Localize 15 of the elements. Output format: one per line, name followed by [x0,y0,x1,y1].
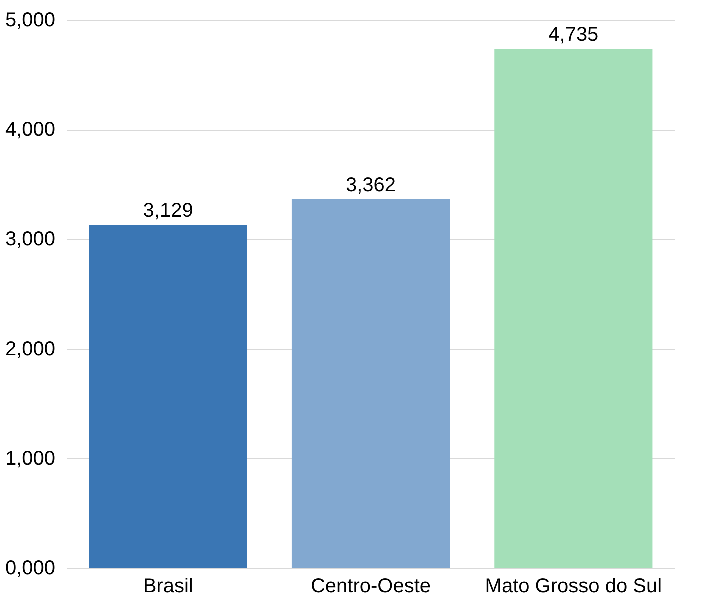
x-tick-label: Mato Grosso do Sul [485,576,662,598]
bar [494,49,653,568]
data-label: 3,129 [143,200,194,222]
data-label: 4,735 [548,24,599,46]
data-label: 3,362 [346,174,396,197]
y-tick-label: 5,000 [5,10,56,32]
y-tick-label: 4,000 [5,119,56,142]
y-tick-label: 2,000 [5,338,56,360]
x-tick-label: Centro-Oeste [310,576,432,598]
bar [292,200,450,568]
y-tick-label: 3,000 [5,228,56,251]
y-tick-label: 0,000 [5,558,56,580]
y-tick-label: 1,000 [5,448,56,470]
bar [89,225,248,568]
x-tick-label: Brasil [143,576,194,598]
